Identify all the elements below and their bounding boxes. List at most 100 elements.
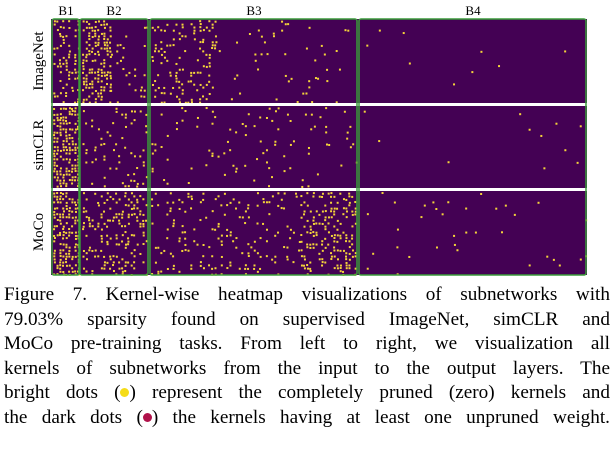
pruned-kernel-dot <box>345 267 348 270</box>
pruned-kernel-dot <box>74 243 77 246</box>
pruned-kernel-dot <box>88 38 91 41</box>
pruned-kernel-dot <box>226 267 229 270</box>
pruned-kernel-dot <box>139 225 142 228</box>
pruned-kernel-dot <box>307 152 310 155</box>
pruned-kernel-dot <box>59 195 62 198</box>
pruned-kernel-dot <box>211 44 214 47</box>
pruned-kernel-dot <box>88 50 91 53</box>
pruned-kernel-dot <box>82 62 85 65</box>
pruned-kernel-dot <box>193 71 196 74</box>
pruned-kernel-dot <box>193 240 196 243</box>
pruned-kernel-dot <box>321 222 324 225</box>
pruned-kernel-dot <box>124 125 127 128</box>
pruned-kernel-dot <box>393 201 396 204</box>
pruned-kernel-dot <box>303 267 306 270</box>
pruned-kernel-dot <box>82 68 85 71</box>
pruned-kernel-dot <box>71 270 74 273</box>
pruned-kernel-dot <box>265 255 268 258</box>
pruned-kernel-dot <box>77 146 80 149</box>
pruned-kernel-dot <box>103 74 106 77</box>
pruned-kernel-dot <box>142 161 145 164</box>
pruned-kernel-dot <box>74 264 77 267</box>
pruned-kernel-dot <box>112 198 115 201</box>
pruned-kernel-dot <box>347 29 350 32</box>
pruned-kernel-dot <box>74 152 77 155</box>
pruned-kernel-dot <box>106 243 109 246</box>
pruned-kernel-dot <box>62 119 65 122</box>
pruned-kernel-dot <box>456 249 459 252</box>
pruned-kernel-dot <box>53 228 56 231</box>
pruned-kernel-dot <box>65 261 68 264</box>
pruned-kernel-dot <box>109 41 112 44</box>
pruned-kernel-dot <box>91 47 94 50</box>
pruned-kernel-dot <box>103 65 106 68</box>
figure-caption: Figure 7. Kernel-wise heatmap visualizat… <box>4 283 610 430</box>
pruned-kernel-dot <box>166 213 169 216</box>
pruned-kernel-dot <box>85 270 88 273</box>
pruned-kernel-dot <box>277 107 280 110</box>
pruned-kernel-dot <box>77 128 80 131</box>
pruned-kernel-dot <box>142 198 145 201</box>
pruned-kernel-dot <box>59 201 62 204</box>
block-border-b1 <box>51 18 80 276</box>
pruned-kernel-dot <box>480 50 483 53</box>
pruned-kernel-dot <box>154 44 157 47</box>
pruned-kernel-dot <box>109 134 112 137</box>
pruned-kernel-dot <box>59 62 62 65</box>
pruned-kernel-dot <box>262 198 265 201</box>
pruned-kernel-dot <box>190 74 193 77</box>
pruned-kernel-dot <box>59 155 62 158</box>
pruned-kernel-dot <box>109 167 112 170</box>
pruned-kernel-dot <box>124 195 127 198</box>
pruned-kernel-dot <box>62 56 65 59</box>
pruned-kernel-dot <box>289 237 292 240</box>
pruned-kernel-dot <box>232 198 235 201</box>
pruned-kernel-dot <box>112 261 115 264</box>
pruned-kernel-dot <box>62 179 65 182</box>
pruned-kernel-dot <box>145 113 148 116</box>
pruned-kernel-dot <box>94 192 97 195</box>
pruned-kernel-dot <box>133 213 136 216</box>
pruned-kernel-dot <box>328 143 331 146</box>
pruned-kernel-dot <box>71 231 74 234</box>
pruned-kernel-dot <box>211 110 214 113</box>
pruned-kernel-dot <box>157 204 160 207</box>
pruned-kernel-dot <box>62 149 65 152</box>
pruned-kernel-dot <box>127 173 130 176</box>
pruned-kernel-dot <box>247 216 250 219</box>
pruned-kernel-dot <box>74 207 77 210</box>
pruned-kernel-dot <box>247 267 250 270</box>
pruned-kernel-dot <box>136 167 139 170</box>
pruned-kernel-dot <box>103 26 106 29</box>
pruned-kernel-dot <box>65 134 68 137</box>
pruned-kernel-dot <box>154 89 157 92</box>
pruned-kernel-dot <box>268 213 271 216</box>
pruned-kernel-dot <box>82 255 85 258</box>
pruned-kernel-dot <box>94 158 97 161</box>
block-border-b2 <box>79 18 149 276</box>
pruned-kernel-dot <box>175 23 178 26</box>
pruned-kernel-dot <box>495 207 498 210</box>
pruned-kernel-dot <box>247 207 250 210</box>
pruned-kernel-dot <box>306 192 309 195</box>
pruned-kernel-dot <box>59 231 62 234</box>
pruned-kernel-dot <box>62 231 65 234</box>
pruned-kernel-dot <box>133 195 136 198</box>
pruned-kernel-dot <box>381 192 384 195</box>
pruned-kernel-dot <box>106 131 109 134</box>
pruned-kernel-dot <box>71 176 74 179</box>
pruned-kernel-dot <box>157 273 160 276</box>
pruned-kernel-dot <box>217 195 220 198</box>
pruned-kernel-dot <box>88 249 91 252</box>
pruned-kernel-dot <box>112 270 115 273</box>
pruned-kernel-dot <box>56 201 59 204</box>
pruned-kernel-dot <box>435 207 438 210</box>
pruned-kernel-dot <box>68 255 71 258</box>
pruned-kernel-dot <box>309 246 312 249</box>
pruned-kernel-dot <box>220 234 223 237</box>
pruned-kernel-dot <box>53 161 56 164</box>
pruned-kernel-dot <box>154 149 157 152</box>
pruned-kernel-dot <box>118 222 121 225</box>
pruned-kernel-dot <box>352 143 355 146</box>
pruned-kernel-dot <box>71 182 74 185</box>
